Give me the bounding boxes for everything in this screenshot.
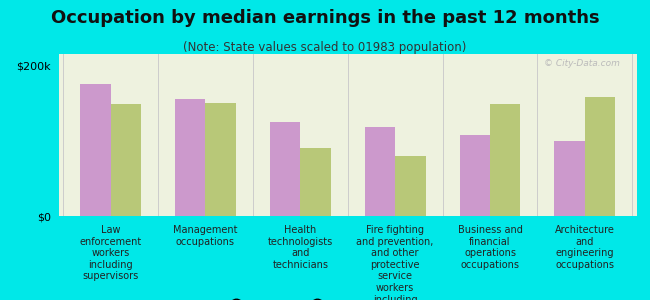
Bar (585, 97, 615, 216)
Bar (490, 104, 521, 216)
Bar (554, 141, 585, 216)
Bar (395, 156, 426, 216)
Bar (205, 103, 236, 216)
Bar (270, 122, 300, 216)
Text: (Note: State values scaled to 01983 population): (Note: State values scaled to 01983 popu… (183, 40, 467, 53)
Bar (300, 148, 331, 216)
Bar (460, 135, 490, 216)
Bar (175, 99, 205, 216)
Bar (81, 84, 110, 216)
Bar (365, 127, 395, 216)
Bar (111, 104, 141, 216)
Text: © City-Data.com: © City-Data.com (544, 59, 619, 68)
Legend: 01983, Massachusetts: 01983, Massachusetts (219, 295, 431, 300)
Text: Occupation by median earnings in the past 12 months: Occupation by median earnings in the pas… (51, 9, 599, 27)
